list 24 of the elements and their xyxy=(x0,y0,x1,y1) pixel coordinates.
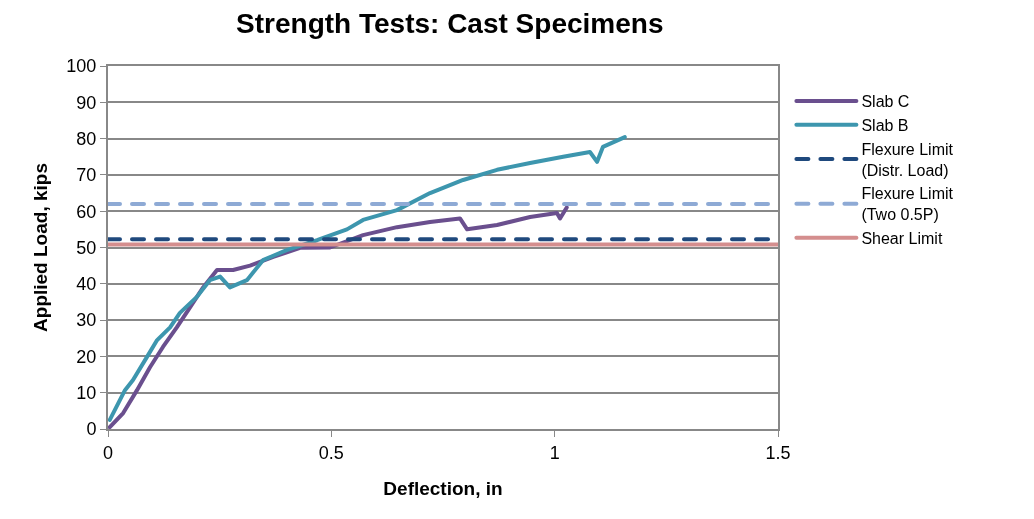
x-axis-title: Deflection, in xyxy=(383,477,503,499)
y-tick-label: 30 xyxy=(76,310,97,331)
chart-title: Strength Tests: Cast Specimens xyxy=(236,7,664,39)
legend-label: Flexure Limit (Two 0.5P) xyxy=(861,185,954,224)
y-tick-label: 10 xyxy=(76,383,97,403)
y-tick-label: 20 xyxy=(76,346,97,367)
y-tick-label: 70 xyxy=(76,165,97,186)
legend-label: Slab B xyxy=(861,117,909,135)
legend-label: Flexure Limit (Distr. Load) xyxy=(861,140,954,179)
legend-label: Shear Limit xyxy=(861,230,943,248)
y-tick-label: 0 xyxy=(86,419,97,440)
y-tick-label: 90 xyxy=(76,92,97,113)
x-tick-label: 0 xyxy=(102,442,114,463)
x-tick-label: 1.5 xyxy=(765,442,791,463)
x-tick-label: 1 xyxy=(549,442,560,463)
y-tick-label: 50 xyxy=(76,237,97,258)
x-tick-label: 0.5 xyxy=(318,442,344,463)
y-tick-label: 60 xyxy=(76,201,97,222)
legend-label: Slab C xyxy=(861,93,910,111)
line-series xyxy=(108,135,627,422)
y-axis-title: Applied Load, kips xyxy=(29,163,51,332)
y-tick-label: 80 xyxy=(76,128,97,149)
y-tick-label: 40 xyxy=(76,274,97,295)
y-tick-label: 100 xyxy=(66,56,97,77)
